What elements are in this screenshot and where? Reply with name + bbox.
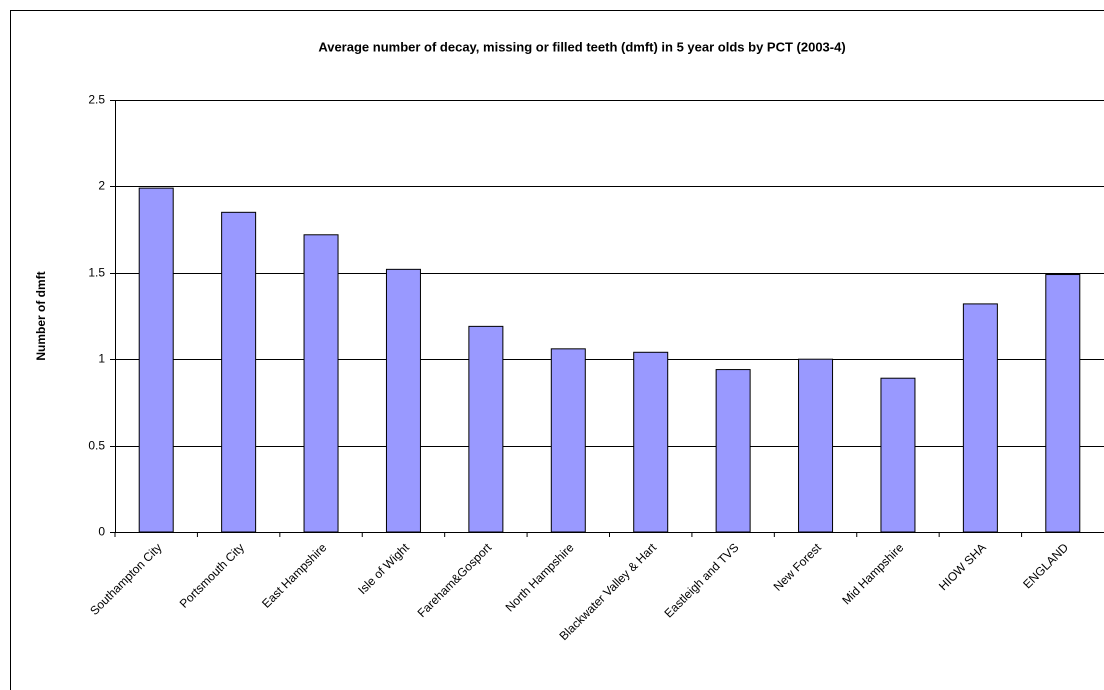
bar	[303, 234, 339, 533]
y-tick-label: 2	[98, 179, 105, 193]
bar	[715, 369, 751, 533]
y-tick-label: 1	[98, 352, 105, 366]
bar	[138, 187, 174, 533]
bar	[385, 268, 421, 533]
bar	[221, 211, 257, 533]
y-tick-label: 0	[98, 525, 105, 539]
y-tick-label: 0.5	[88, 439, 105, 453]
bar	[962, 303, 998, 533]
bar	[633, 351, 669, 533]
y-tick-label: 1.5	[88, 266, 105, 280]
bar	[468, 325, 504, 533]
bar	[880, 377, 916, 533]
y-axis-label: Number of dmft	[34, 271, 48, 360]
bar	[798, 358, 834, 533]
y-tick-label: 2.5	[88, 93, 105, 107]
bar	[550, 348, 586, 533]
chart-title: Average number of decay, missing or fill…	[318, 39, 845, 54]
bar	[1045, 274, 1081, 533]
